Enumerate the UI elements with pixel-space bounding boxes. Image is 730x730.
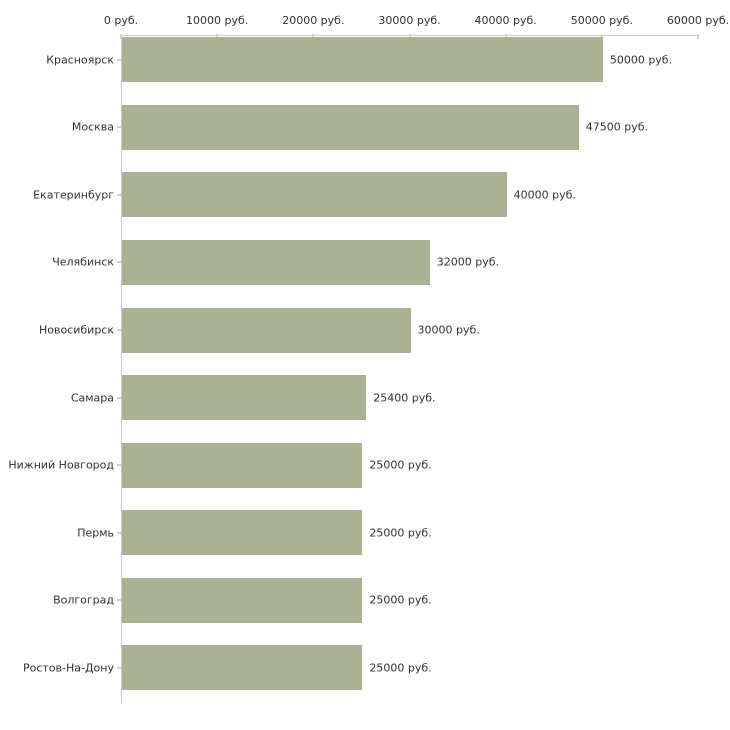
x-axis-tick-mark: [600, 34, 603, 39]
bar: [122, 645, 363, 691]
x-axis-tick-mark: [697, 34, 699, 39]
x-axis-tick-label: 20000 руб.: [282, 14, 345, 27]
y-axis-tick-mark: [117, 126, 121, 129]
value-label: 25000 руб.: [369, 526, 432, 540]
value-label: 40000 руб.: [513, 188, 576, 202]
x-axis-tick-label: 50000 руб.: [570, 14, 633, 27]
category-label: Нижний Новгород: [8, 458, 114, 472]
x-axis-tick-label: 0 руб.: [103, 14, 139, 27]
category-label: Самара: [70, 391, 114, 405]
category-label: Красноярск: [46, 53, 114, 67]
value-label: 25000 руб.: [369, 593, 432, 607]
value-label: 50000 руб.: [609, 53, 673, 67]
bar: [122, 577, 363, 623]
category-label: Москва: [71, 120, 114, 134]
x-axis-tick-mark: [408, 34, 411, 39]
value-label: 30000 руб.: [417, 323, 480, 337]
y-axis-tick-mark: [117, 329, 121, 331]
category-label: Челябинск: [52, 255, 114, 269]
bar: [122, 375, 367, 421]
y-axis-tick-mark: [117, 261, 121, 264]
y-axis-tick-mark: [117, 599, 121, 602]
y-axis-tick-mark: [117, 666, 121, 669]
bar: [122, 37, 603, 83]
bar: [122, 442, 363, 488]
y-axis-tick-mark: [117, 531, 121, 534]
value-label: 25400 руб.: [373, 391, 436, 405]
category-label: Новосибирск: [38, 323, 114, 337]
category-label: Ростов-На-Дону: [22, 661, 114, 675]
category-label: Екатеринбург: [33, 188, 114, 202]
bar: [122, 307, 411, 353]
value-label: 25000 руб.: [369, 661, 432, 675]
x-axis-tick-mark: [216, 34, 219, 39]
x-axis-tick-mark: [120, 34, 122, 39]
x-axis-tick-mark: [504, 34, 507, 39]
bar: [122, 510, 363, 556]
bar: [122, 104, 579, 150]
bar: [122, 172, 507, 218]
x-axis-tick-label: 10000 руб.: [186, 14, 249, 27]
value-label: 47500 руб.: [585, 120, 649, 134]
bar: [122, 239, 430, 285]
value-label: 25000 руб.: [369, 458, 432, 472]
category-label: Волгоград: [53, 593, 114, 607]
category-label: Пермь: [77, 526, 114, 540]
y-axis-tick-mark: [117, 396, 121, 399]
x-axis-tick-mark: [312, 34, 315, 39]
y-axis-tick-mark: [117, 464, 121, 467]
y-axis-line: [121, 35, 122, 703]
value-label: 32000 руб.: [436, 255, 499, 269]
y-axis-tick-mark: [117, 58, 121, 61]
x-axis-tick-label: 40000 руб.: [474, 14, 537, 27]
x-axis-tick-label: 60000 руб.: [666, 14, 730, 27]
x-axis-tick-label: 30000 руб.: [378, 14, 441, 27]
y-axis-tick-mark: [117, 193, 121, 196]
